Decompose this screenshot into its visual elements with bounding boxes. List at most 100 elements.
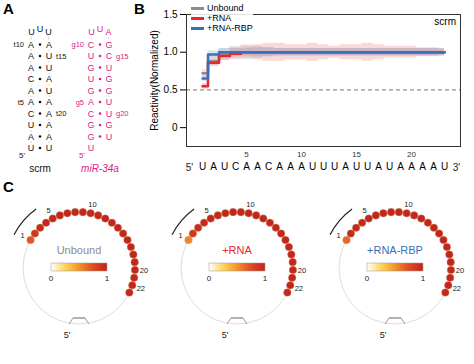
svg-text:1: 1 xyxy=(105,274,110,283)
svg-text:miR-34a: miR-34a xyxy=(81,163,119,174)
svg-text:10: 10 xyxy=(404,200,412,209)
svg-text:A: A xyxy=(375,161,382,172)
svg-text:U: U xyxy=(106,132,113,142)
svg-text:A: A xyxy=(46,97,52,107)
svg-text:0.5: 0.5 xyxy=(164,84,178,95)
svg-text:t15: t15 xyxy=(56,52,66,61)
svg-text:A: A xyxy=(408,161,415,172)
svg-text:1: 1 xyxy=(421,274,426,283)
svg-text:+RNA-RBP: +RNA-RBP xyxy=(367,244,423,256)
svg-text:0: 0 xyxy=(365,274,370,283)
svg-text:A: A xyxy=(397,161,404,172)
svg-text:22: 22 xyxy=(295,284,303,293)
svg-text:A: A xyxy=(276,161,283,172)
svg-text:U: U xyxy=(88,27,95,37)
svg-text:U: U xyxy=(97,24,104,34)
svg-text:G: G xyxy=(87,132,94,142)
svg-text:t5: t5 xyxy=(18,98,24,107)
svg-text:g20: g20 xyxy=(116,109,129,118)
svg-text:A: A xyxy=(105,27,111,37)
svg-text:10: 10 xyxy=(246,200,254,209)
svg-text:U: U xyxy=(106,63,113,73)
svg-text:Unbound: Unbound xyxy=(57,244,102,256)
svg-text:20: 20 xyxy=(140,266,148,275)
svg-text:G: G xyxy=(105,40,112,50)
svg-text:A: A xyxy=(298,161,305,172)
svg-text:U: U xyxy=(309,161,316,172)
svg-text:22: 22 xyxy=(453,284,461,293)
svg-text:5': 5' xyxy=(222,330,229,340)
svg-text:0: 0 xyxy=(49,274,54,283)
svg-text:1: 1 xyxy=(179,231,183,240)
svg-text:1: 1 xyxy=(263,274,268,283)
svg-text:10: 10 xyxy=(297,150,306,159)
svg-text:0: 0 xyxy=(207,274,212,283)
svg-text:C: C xyxy=(88,40,95,50)
svg-text:U: U xyxy=(28,120,35,130)
svg-text:A: A xyxy=(28,132,34,142)
svg-text:3': 3' xyxy=(453,162,461,173)
svg-text:U: U xyxy=(37,24,44,34)
svg-text:g5: g5 xyxy=(76,98,84,107)
svg-text:g15: g15 xyxy=(116,52,129,61)
svg-text:A: A xyxy=(46,74,52,84)
svg-text:A: A xyxy=(419,161,426,172)
svg-text:scrm: scrm xyxy=(29,163,51,174)
svg-text:A: A xyxy=(46,132,52,142)
svg-text:5: 5 xyxy=(244,150,249,159)
svg-text:U: U xyxy=(320,161,327,172)
svg-text:A: A xyxy=(28,40,34,50)
svg-text:A: A xyxy=(243,161,250,172)
svg-text:G: G xyxy=(87,120,94,130)
svg-text:t10: t10 xyxy=(14,40,24,49)
svg-text:C: C xyxy=(88,109,95,119)
svg-text:A: A xyxy=(254,161,261,172)
svg-text:G: G xyxy=(105,86,112,96)
svg-text:C: C xyxy=(265,161,272,172)
svg-text:1.5: 1.5 xyxy=(164,9,178,20)
svg-text:U: U xyxy=(386,161,393,172)
svg-text:1: 1 xyxy=(21,231,25,240)
svg-text:0: 0 xyxy=(172,122,178,133)
svg-text:U: U xyxy=(46,143,53,153)
svg-text:5': 5' xyxy=(380,330,387,340)
svg-text:A: A xyxy=(430,161,437,172)
svg-text:A: A xyxy=(210,161,217,172)
svg-text:1: 1 xyxy=(337,231,341,240)
svg-text:U: U xyxy=(45,27,52,37)
svg-text:5': 5' xyxy=(186,162,194,173)
svg-text:U: U xyxy=(106,109,113,119)
svg-text:A: A xyxy=(46,120,52,130)
svg-text:C: C xyxy=(28,74,35,84)
svg-text:t20: t20 xyxy=(56,109,66,118)
svg-text:Reactivity(Normalized): Reactivity(Normalized) xyxy=(149,30,160,131)
svg-text:20: 20 xyxy=(456,266,464,275)
svg-text:U: U xyxy=(221,161,228,172)
svg-text:U: U xyxy=(364,161,371,172)
svg-text:C: C xyxy=(106,51,113,61)
svg-text:5': 5' xyxy=(19,151,25,160)
svg-text:U: U xyxy=(88,143,95,153)
svg-text:U: U xyxy=(46,86,53,96)
svg-text:5: 5 xyxy=(46,206,50,215)
svg-text:U: U xyxy=(88,51,95,61)
svg-text:C: C xyxy=(232,161,239,172)
svg-text:U: U xyxy=(46,63,53,73)
svg-text:A: A xyxy=(28,97,34,107)
svg-text:10: 10 xyxy=(88,200,96,209)
svg-text:20: 20 xyxy=(298,266,306,275)
svg-text:A: A xyxy=(28,51,34,61)
svg-text:G: G xyxy=(105,74,112,84)
svg-text:U: U xyxy=(88,74,95,84)
svg-text:U: U xyxy=(106,97,113,107)
svg-text:C: C xyxy=(28,109,35,119)
svg-text:20: 20 xyxy=(407,150,416,159)
svg-text:G: G xyxy=(87,86,94,96)
svg-text:U: U xyxy=(28,143,35,153)
svg-text:1.0: 1.0 xyxy=(164,46,178,57)
svg-text:U: U xyxy=(199,161,206,172)
svg-text:g10: g10 xyxy=(71,40,84,49)
svg-text:G: G xyxy=(105,120,112,130)
svg-text:A: A xyxy=(28,86,34,96)
svg-text:U: U xyxy=(331,161,338,172)
